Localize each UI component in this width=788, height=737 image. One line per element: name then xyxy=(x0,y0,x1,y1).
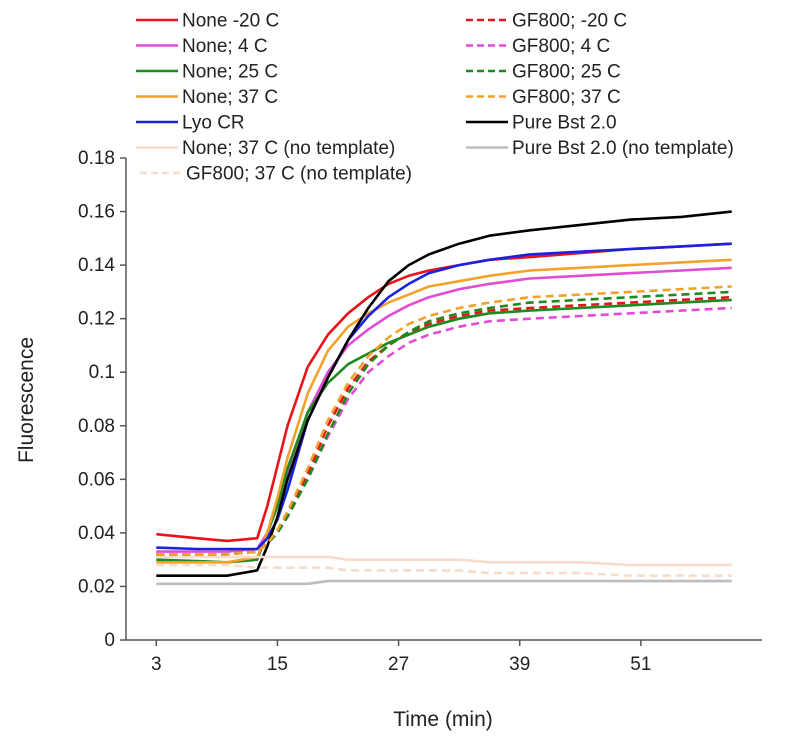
legend-label: GF800; -20 C xyxy=(512,11,627,32)
series-line-6 xyxy=(156,555,732,567)
series-line-7 xyxy=(156,579,732,586)
axes xyxy=(120,157,762,646)
legend-label: None; 4 C xyxy=(182,36,268,57)
legend-label: GF800; 25 C xyxy=(512,62,621,83)
series-line-1 xyxy=(156,266,732,553)
x-tick-label: 27 xyxy=(388,654,409,675)
series-line-2 xyxy=(156,298,732,564)
y-tick-label: 0.18 xyxy=(78,148,115,169)
y-tick-label: 0.16 xyxy=(78,202,115,223)
legend-label: Pure Bst 2.0 (no template) xyxy=(512,138,734,159)
legend-label: GF800; 37 C (no template) xyxy=(186,164,412,185)
legend-label: Lyo CR xyxy=(182,113,245,134)
y-tick-label: 0.12 xyxy=(78,309,115,330)
x-tick-label: 15 xyxy=(267,654,288,675)
y-tick-label: 0.06 xyxy=(78,469,115,490)
y-tick-label: 0.1 xyxy=(89,362,115,383)
y-tick-label: 0 xyxy=(104,630,115,651)
series-line-10 xyxy=(156,290,732,556)
y-tick-label: 0.04 xyxy=(78,523,115,544)
x-axis-title: Time (min) xyxy=(393,708,493,731)
legend-label: None; 37 C xyxy=(182,87,278,108)
legend-label: None -20 C xyxy=(182,11,279,32)
y-tick-label: 0.08 xyxy=(78,416,115,437)
y-tick-label: 0.14 xyxy=(78,255,115,276)
legend: None -20 C GF800; -20 C None; 4 C GF800; 4 … xyxy=(136,11,734,185)
legend-label: Pure Bst 2.0 xyxy=(512,113,617,134)
y-axis-title: Fluorescence xyxy=(15,337,38,463)
legend-label: GF800; 4 C xyxy=(512,36,610,57)
x-tick-label: 51 xyxy=(630,654,651,675)
legend-label: None; 37 C (no template) xyxy=(182,138,395,159)
series-line-5 xyxy=(156,210,732,578)
series-line-11 xyxy=(156,285,732,556)
series-line-12 xyxy=(156,563,732,578)
x-tick-label: 39 xyxy=(509,654,530,675)
series-line-8 xyxy=(156,295,732,556)
x-tick-label: 3 xyxy=(151,654,162,675)
plot-lines xyxy=(156,210,732,586)
series-line-4 xyxy=(156,242,732,551)
series-line-9 xyxy=(156,306,732,556)
legend-label: GF800; 37 C xyxy=(512,87,621,108)
series-line-0 xyxy=(156,242,732,543)
legend-label: None; 25 C xyxy=(182,62,278,83)
y-tick-label: 0.02 xyxy=(78,576,115,597)
tick-labels: 0 0.02 0.04 0.06 0.08 0.1 0.12 0.14 0.16 0.18 3 15 2… xyxy=(78,148,651,675)
